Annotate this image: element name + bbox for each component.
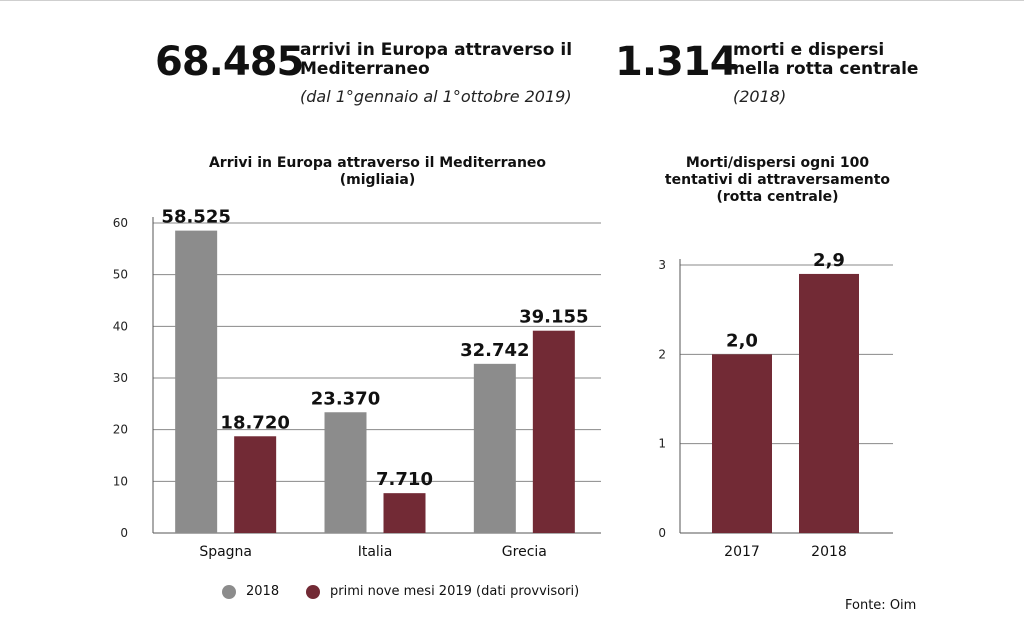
- chart1-bar: [383, 493, 426, 533]
- source-note: Fonte: Oim: [845, 598, 917, 613]
- chart2-title: Morti/dispersi ogni 100 tentativi di att…: [664, 155, 891, 205]
- stat-deaths-note: (2018): [733, 87, 787, 106]
- stat-deaths-number: 1.314: [615, 39, 738, 85]
- chart1-ytick-label: 60: [113, 216, 128, 230]
- chart1-ytick-label: 0: [120, 526, 128, 540]
- legend-label-2018: 2018: [246, 584, 280, 599]
- chart1-bar: [175, 230, 218, 533]
- legend-item-2019: primi nove mesi 2019 (dati provvisori): [306, 584, 579, 599]
- chart1-xtick-label: Grecia: [502, 544, 547, 560]
- top-rule: [0, 0, 1024, 1]
- chart2-bar: [712, 354, 772, 533]
- chart1-xtick-label: Italia: [358, 544, 393, 560]
- chart2-xtick-label: 2018: [811, 544, 847, 560]
- chart1-xtick-label: Spagna: [199, 544, 252, 560]
- chart1-data-label: 7.710: [376, 469, 433, 490]
- chart1-ytick-label: 10: [113, 474, 128, 488]
- chart1-data-label: 23.370: [311, 388, 380, 409]
- chart1-data-label: 18.720: [220, 412, 289, 433]
- chart1-title: Arrivi in Europa attraverso il Mediterra…: [208, 155, 547, 188]
- chart2-data-label: 2,9: [813, 250, 845, 271]
- chart2-xtick-label: 2017: [724, 544, 760, 560]
- chart1-ytick-label: 30: [113, 371, 128, 385]
- chart1-ytick-label: 20: [113, 423, 128, 437]
- chart1-bar: [473, 363, 516, 533]
- chart2-ytick-label: 3: [658, 258, 666, 272]
- legend-label-2019: primi nove mesi 2019 (dati provvisori): [330, 584, 580, 599]
- chart1-data-label: 39.155: [519, 307, 588, 328]
- stat-deaths-text: morti e dispersi nella rotta centrale: [733, 40, 919, 79]
- chart2-ytick-label: 1: [658, 437, 666, 451]
- chart1-ytick-label: 50: [113, 268, 128, 282]
- chart2-ytick-label: 0: [658, 526, 666, 540]
- legend-swatch-2019: [306, 584, 320, 599]
- chart2-ytick-label: 2: [658, 347, 666, 361]
- legend-swatch-2018: [222, 584, 236, 599]
- chart1-data-label: 58.525: [161, 207, 230, 228]
- chart2-data-label: 2,0: [726, 330, 758, 351]
- stat-arrivals-note: (dal 1°gennaio al 1°ottobre 2019): [300, 87, 572, 106]
- chart1-data-label: 32.742: [460, 340, 529, 361]
- chart1-bar: [532, 330, 575, 533]
- chart2-bar: [799, 273, 859, 533]
- chart1-bar: [234, 436, 277, 533]
- chart1-ytick-label: 40: [113, 319, 128, 333]
- legend-item-2018: 2018: [222, 584, 279, 599]
- chart1-bar: [324, 412, 367, 533]
- stat-arrivals-number: 68.485: [155, 39, 304, 85]
- stat-arrivals-text: arrivi in Europa attraverso il Mediterra…: [300, 40, 573, 79]
